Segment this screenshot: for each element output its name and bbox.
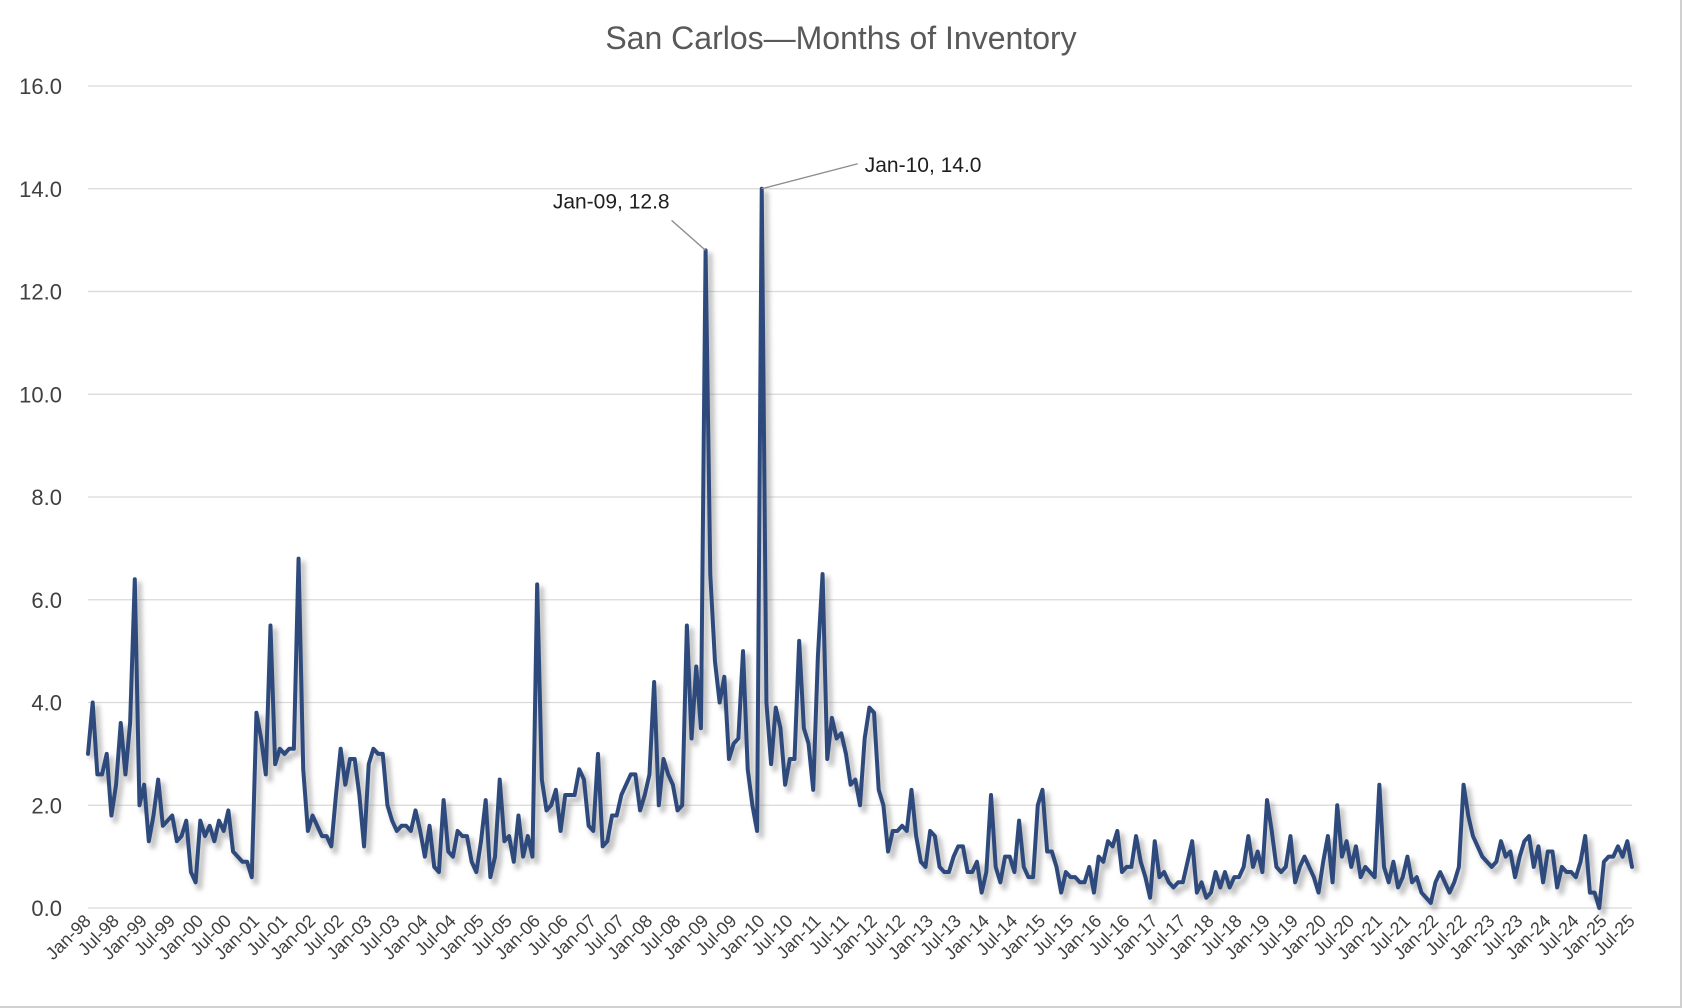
- series-line: [86, 186, 1634, 910]
- series-shadow: [89, 190, 1639, 916]
- chart-title: San Carlos—Months of Inventory: [605, 20, 1076, 56]
- annotation-leader: [761, 163, 858, 190]
- y-tick-label: 8.0: [31, 485, 62, 510]
- annotation-label: Jan-09, 12.8: [553, 190, 670, 213]
- annotation-label: Jan-10, 14.0: [865, 154, 982, 177]
- y-tick-label: 12.0: [19, 280, 62, 305]
- y-tick-label: 10.0: [19, 382, 62, 407]
- annotation-leader: [671, 219, 707, 251]
- y-tick-label: 4.0: [31, 691, 62, 716]
- y-tick-label: 6.0: [31, 588, 62, 613]
- peak-annotations: Jan-09, 12.8 Jan-10, 14.0: [553, 154, 982, 251]
- y-axis-tick-labels: 0.0 2.0 4.0 6.0 8.0 10.0 12.0 14.0 16.0: [19, 74, 62, 921]
- gridlines: [88, 85, 1632, 909]
- x-axis-tick-labels: Jan-98Jul-98Jan-99Jul-99Jan-00Jul-00Jan-…: [42, 911, 1639, 964]
- y-tick-label: 2.0: [31, 793, 62, 818]
- y-tick-label: 16.0: [19, 74, 62, 99]
- series-months-of-inventory: [86, 186, 1639, 916]
- y-tick-label: 0.0: [31, 896, 62, 921]
- y-tick-label: 14.0: [19, 177, 62, 202]
